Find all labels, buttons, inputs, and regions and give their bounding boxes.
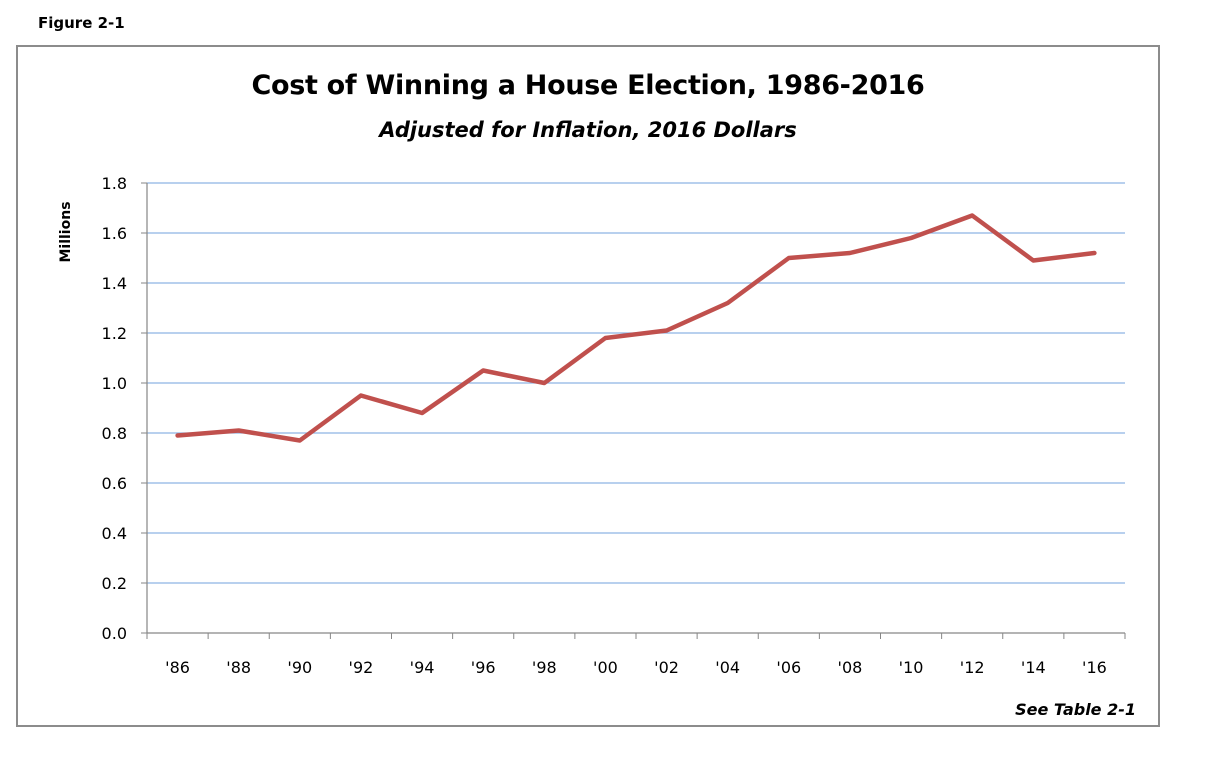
chart-frame (16, 45, 1160, 727)
chart-subtitle: Adjusted for Inflation, 2016 Dollars (379, 118, 797, 142)
figure-label: Figure 2-1 (38, 14, 125, 32)
x-tick-label: '98 (532, 658, 557, 677)
chart-title: Cost of Winning a House Election, 1986-2… (251, 70, 925, 101)
y-tick-label: 1.2 (102, 324, 127, 343)
x-tick-label: '90 (287, 658, 312, 677)
x-tick-label: '88 (226, 658, 251, 677)
x-tick-label: '14 (1021, 658, 1046, 677)
x-tick-label: '96 (471, 658, 496, 677)
y-tick-label: 1.6 (102, 224, 127, 243)
y-tick-label: 1.8 (102, 174, 127, 193)
x-tick-label: '12 (960, 658, 985, 677)
y-tick-labels: 0.0 0.2 0.4 0.6 0.8 1.0 1.2 1.4 1.6 1.8 (102, 174, 127, 643)
y-tick-label: 0.2 (102, 574, 127, 593)
series-lines (175, 213, 1097, 443)
y-tick-label: 0.0 (102, 624, 127, 643)
x-tick-label: '08 (838, 658, 863, 677)
y-tick-label: 1.0 (102, 374, 127, 393)
x-tick-label: '02 (654, 658, 679, 677)
x-tick-label: '16 (1082, 658, 1107, 677)
gridlines (147, 182, 1125, 584)
x-tick-labels: '86 '88 '90 '92 '94 '96 '98 '00 '02 '04 '06 '08 '10 '… (165, 658, 1107, 677)
axes (141, 182, 1126, 639)
y-tick-label: 0.4 (102, 524, 127, 543)
x-tick-label: '00 (593, 658, 618, 677)
x-tick-label: '86 (165, 658, 190, 677)
x-tick-label: '04 (715, 658, 740, 677)
y-tick-label: 0.6 (102, 474, 127, 493)
source-note: See Table 2-1 (1015, 700, 1136, 719)
y-tick-label: 1.4 (102, 274, 127, 293)
series-line (175, 213, 1097, 443)
x-tick-label: '94 (410, 658, 435, 677)
y-tick-label: 0.8 (102, 424, 127, 443)
x-tick-label: '06 (776, 658, 801, 677)
x-tick-label: '10 (899, 658, 924, 677)
x-tick-label: '92 (349, 658, 374, 677)
